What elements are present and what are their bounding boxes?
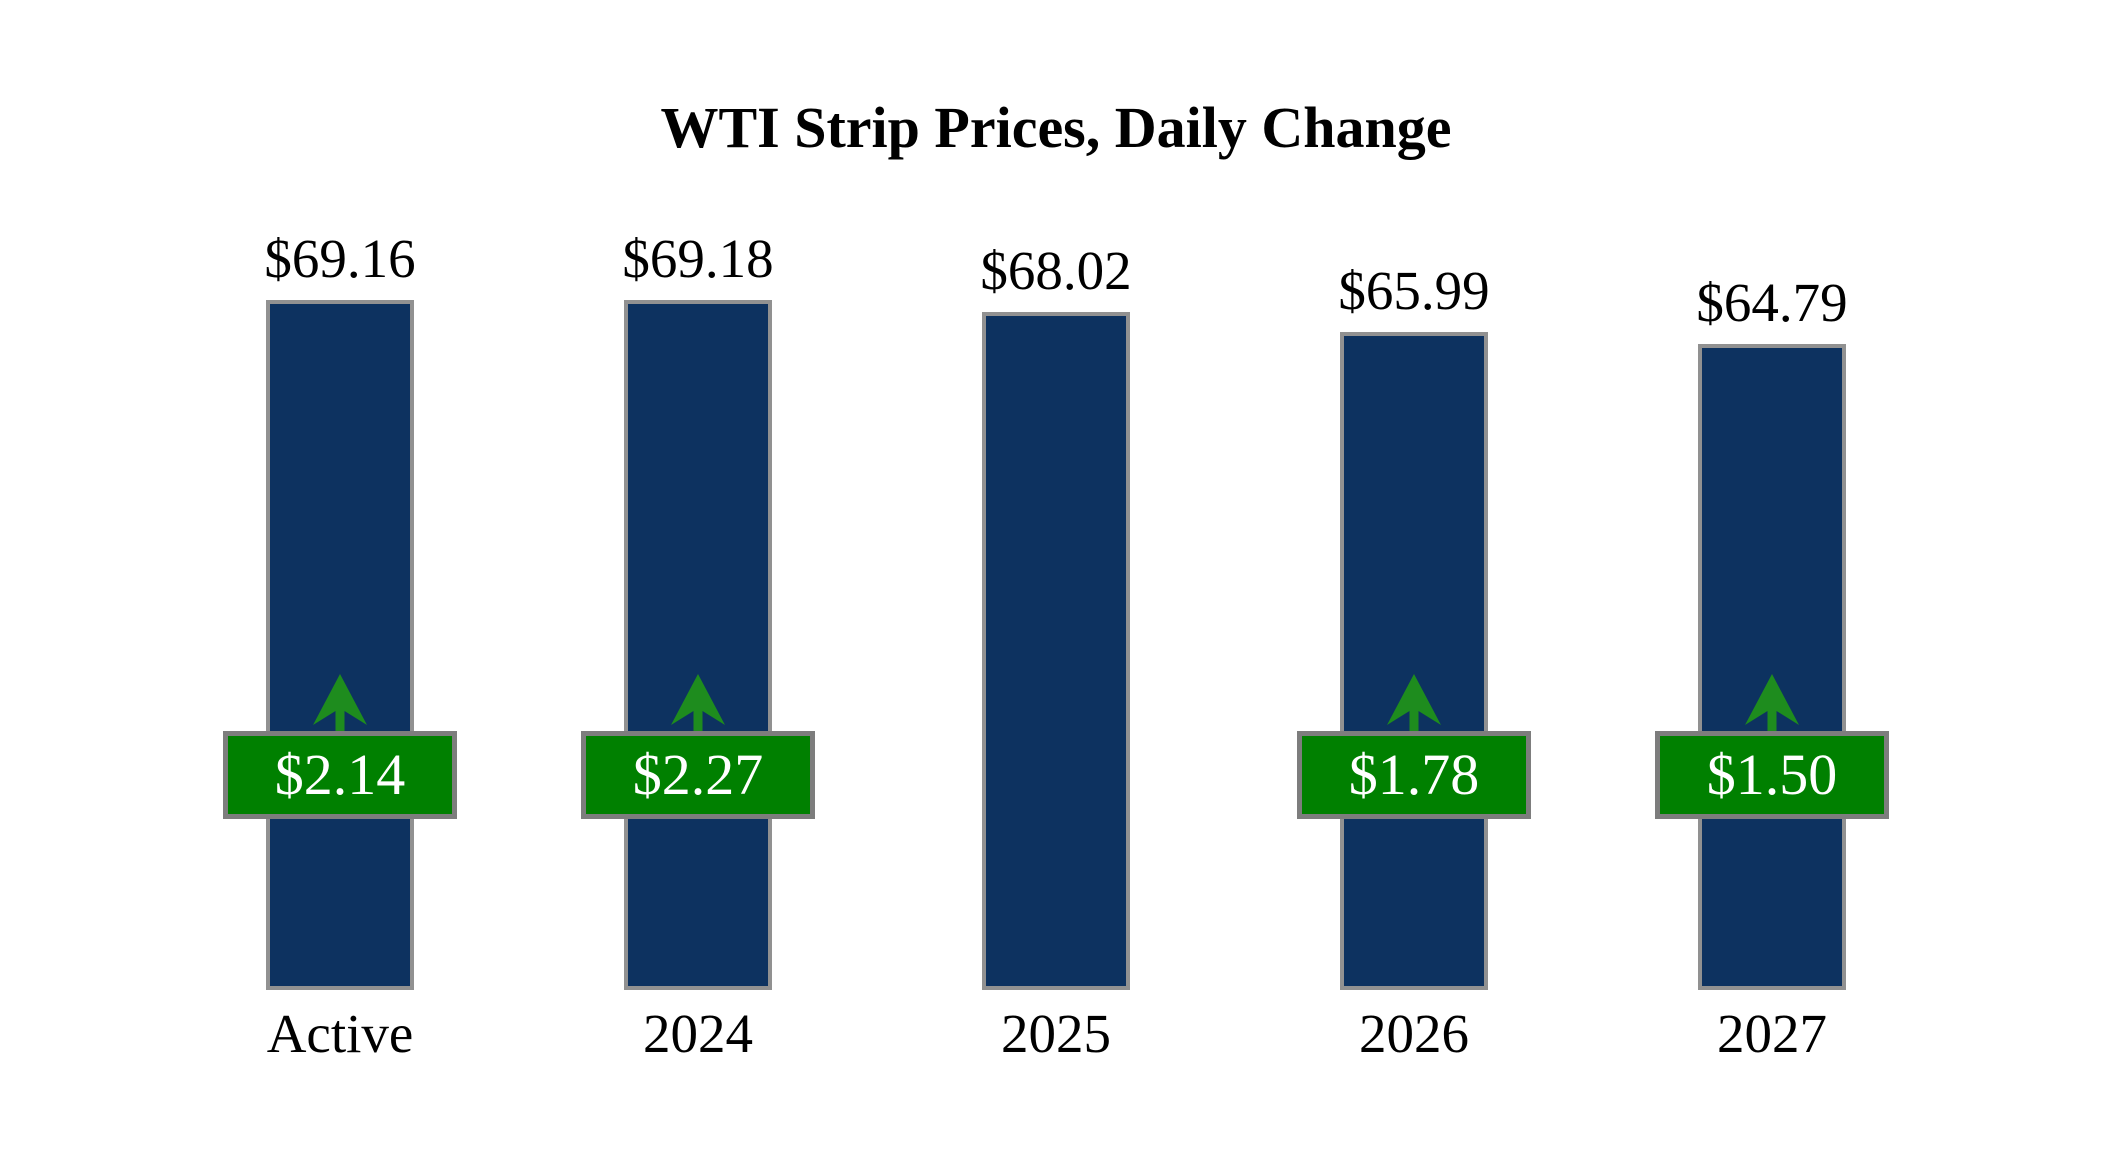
up-arrow-icon — [1387, 674, 1441, 731]
category-label: 2025 — [1001, 1003, 1111, 1064]
up-arrow-icon — [313, 674, 367, 731]
category-label: Active — [266, 1003, 414, 1064]
bar — [1698, 344, 1846, 990]
up-arrow-icon — [671, 674, 725, 731]
chart-title: WTI Strip Prices, Daily Change — [660, 95, 1452, 160]
bar — [624, 300, 772, 990]
bar-value-label: $64.79 — [1696, 272, 1848, 333]
bar — [982, 312, 1130, 990]
up-arrow-icon — [1745, 674, 1799, 731]
category-label: 2027 — [1717, 1003, 1827, 1064]
bar-value-label: $69.16 — [264, 228, 416, 289]
daily-change-value: $1.78 — [1348, 742, 1480, 807]
bar-value-label: $65.99 — [1338, 260, 1490, 321]
bar — [1340, 332, 1488, 990]
daily-change-value: $1.50 — [1706, 742, 1838, 807]
daily-change-value: $2.27 — [632, 742, 764, 807]
daily-change-badge: $2.14 — [223, 731, 457, 819]
daily-change-value: $2.14 — [274, 742, 406, 807]
bar-value-label: $69.18 — [622, 228, 774, 289]
bar-value-label: $68.02 — [980, 240, 1132, 301]
category-label: 2026 — [1359, 1003, 1469, 1064]
daily-change-badge: $1.78 — [1297, 731, 1531, 819]
daily-change-badge: $1.50 — [1655, 731, 1889, 819]
daily-change-badge: $2.27 — [581, 731, 815, 819]
bar — [266, 300, 414, 990]
category-label: 2024 — [643, 1003, 753, 1064]
